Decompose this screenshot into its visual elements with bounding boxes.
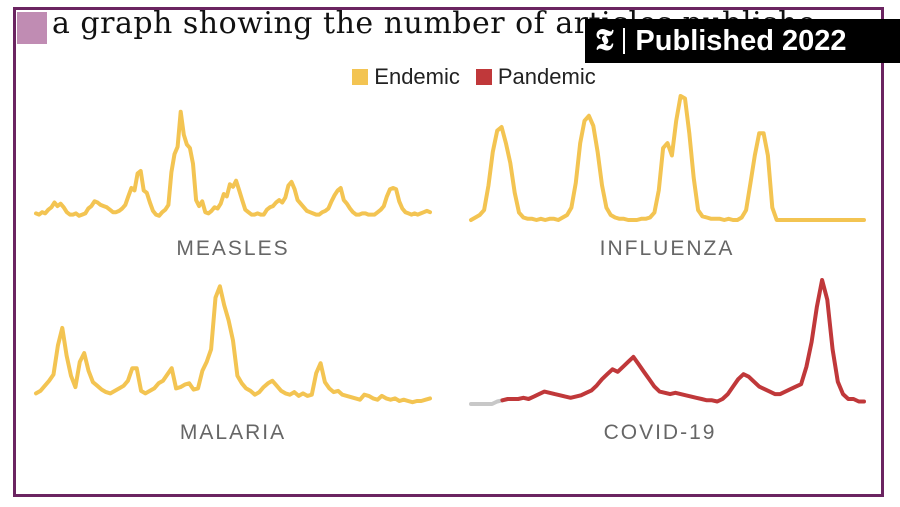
legend-label-pandemic: Pandemic bbox=[497, 64, 596, 89]
image-frame bbox=[13, 7, 884, 497]
series-line-covid-19 bbox=[500, 278, 866, 404]
badge-text: Published 2022 bbox=[635, 24, 847, 57]
legend-label-endemic: Endemic bbox=[374, 64, 460, 89]
legend-item-endemic: Endemic bbox=[352, 64, 460, 90]
corner-marker bbox=[17, 12, 47, 44]
panel-label-malaria: MALARIA bbox=[180, 421, 286, 444]
panel-covid-19: COVID-19 bbox=[469, 278, 866, 444]
panel-label-influenza: INFLUENZA bbox=[600, 237, 735, 260]
legend-item-pandemic: Pandemic bbox=[475, 64, 596, 90]
nyt-logo-icon: 𝕿 bbox=[595, 23, 614, 58]
panel-measles: MEASLES bbox=[34, 109, 432, 260]
published-badge: 𝕿 Published 2022 bbox=[585, 19, 900, 63]
legend-swatch-pandemic bbox=[475, 69, 492, 85]
panel-influenza: INFLUENZA bbox=[469, 94, 866, 260]
series-line-measles bbox=[34, 109, 432, 218]
legend-swatch-endemic bbox=[352, 69, 369, 85]
series-line-malaria bbox=[34, 284, 432, 405]
badge-divider bbox=[623, 28, 626, 54]
panel-label-measles: MEASLES bbox=[176, 237, 289, 260]
panel-malaria: MALARIA bbox=[34, 284, 432, 444]
series-line-influenza bbox=[469, 94, 866, 222]
series-line-covid-19-lead-in bbox=[469, 398, 505, 406]
legend: Endemic Pandemic bbox=[0, 64, 900, 90]
panel-label-covid-19: COVID-19 bbox=[604, 421, 717, 444]
